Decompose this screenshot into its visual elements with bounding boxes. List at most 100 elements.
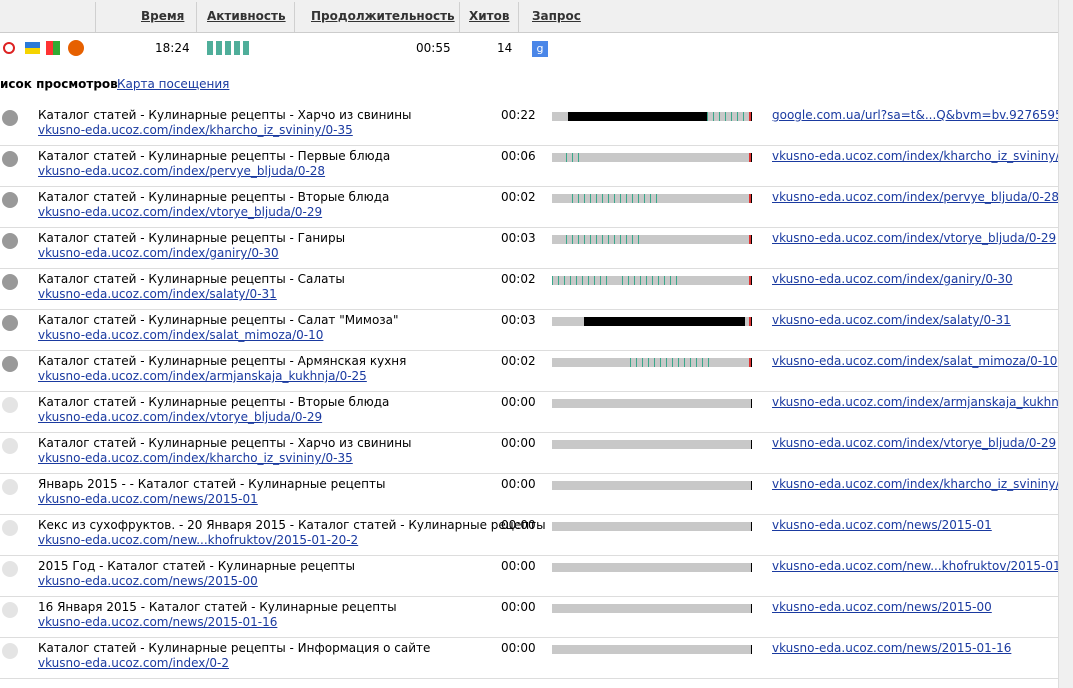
referrer[interactable]: vkusno-eda.ucoz.com/index/ganiry/0-30 — [772, 272, 1013, 286]
page-duration: 00:03 — [501, 231, 536, 245]
page-duration: 00:03 — [501, 313, 536, 327]
page-url[interactable]: vkusno-eda.ucoz.com/news/2015-00 — [38, 574, 258, 588]
search-icon — [3, 42, 15, 54]
page-duration: 00:00 — [501, 436, 536, 450]
referrer[interactable]: google.com.ua/url?sa=t&...Q&bvm=bv.92765… — [772, 108, 1073, 122]
page-duration: 00:00 — [501, 641, 536, 655]
page-title: 2015 Год - Каталог статей - Кулинарные р… — [38, 559, 355, 573]
column-header[interactable]: Продолжительность — [311, 9, 455, 23]
play-button[interactable] — [2, 110, 18, 126]
play-button[interactable] — [2, 438, 18, 454]
page-url[interactable]: vkusno-eda.ucoz.com/news/2015-01-16 — [38, 615, 278, 629]
activity-bar — [552, 645, 752, 654]
visit-hits: 14 — [497, 41, 513, 55]
page-title: Каталог статей - Кулинарные рецепты - Ха… — [38, 108, 412, 122]
page-duration: 00:02 — [501, 272, 536, 286]
referrer[interactable]: vkusno-eda.ucoz.com/index/vtorye_bljuda/… — [772, 436, 1057, 450]
play-button[interactable] — [2, 520, 18, 536]
activity-bar — [552, 522, 752, 531]
page-url[interactable]: vkusno-eda.ucoz.com/index/vtorye_bljuda/… — [38, 410, 323, 424]
tab[interactable]: Карта посещения — [117, 77, 230, 91]
play-button[interactable] — [2, 643, 18, 659]
referrer[interactable]: vkusno-eda.ucoz.com/index/kharcho_iz_svi… — [772, 149, 1073, 163]
page-row: Каталог статей - Кулинарные рецепты - Ар… — [0, 350, 1058, 392]
play-button[interactable] — [2, 192, 18, 208]
play-button[interactable] — [2, 151, 18, 167]
google-icon: g — [532, 41, 548, 57]
activity-end — [751, 153, 752, 162]
activity-end — [751, 645, 752, 654]
page-row: Каталог статей - Кулинарные рецепты - Ха… — [0, 432, 1058, 474]
page-url[interactable]: vkusno-eda.ucoz.com/new...khofruktov/201… — [38, 533, 359, 547]
page-url[interactable]: vkusno-eda.ucoz.com/index/salaty/0-31 — [38, 287, 277, 301]
page-row: Каталог статей - Кулинарные рецепты - Вт… — [0, 186, 1060, 228]
page-title: Кекс из сухофруктов. - 20 Января 2015 - … — [38, 518, 546, 532]
separator — [459, 2, 460, 32]
page-row: Кекс из сухофруктов. - 20 Января 2015 - … — [0, 514, 1058, 556]
referrer[interactable]: vkusno-eda.ucoz.com/index/vtorye_bljuda/… — [772, 231, 1057, 245]
activity-end — [751, 481, 752, 490]
referrer[interactable]: vkusno-eda.ucoz.com/news/2015-01 — [772, 518, 992, 532]
tab[interactable]: исок просмотров — [0, 77, 118, 91]
referrer[interactable]: vkusno-eda.ucoz.com/index/pervye_bljuda/… — [772, 190, 1060, 204]
visit-duration: 00:55 — [416, 41, 451, 55]
page-title: Каталог статей - Кулинарные рецепты - Са… — [38, 313, 399, 327]
page-duration: 00:00 — [501, 518, 536, 532]
page-url[interactable]: vkusno-eda.ucoz.com/news/2015-01 — [38, 492, 258, 506]
activity-bar — [552, 153, 752, 162]
page-title: Каталог статей - Кулинарные рецепты - Га… — [38, 231, 346, 245]
page-duration: 00:02 — [501, 354, 536, 368]
page-url[interactable]: vkusno-eda.ucoz.com/index/salat_mimoza/0… — [38, 328, 324, 342]
referrer[interactable]: vkusno-eda.ucoz.com/index/kharcho_iz_svi… — [772, 477, 1073, 491]
page-url[interactable]: vkusno-eda.ucoz.com/index/ganiry/0-30 — [38, 246, 279, 260]
activity-segment — [584, 317, 745, 326]
referrer[interactable]: vkusno-eda.ucoz.com/index/salat_mimoza/0… — [772, 354, 1058, 368]
page-duration: 00:22 — [501, 108, 536, 122]
activity-segment — [622, 276, 682, 285]
activity-end — [751, 399, 752, 408]
activity-bar — [552, 276, 752, 285]
page-url[interactable]: vkusno-eda.ucoz.com/index/pervye_bljuda/… — [38, 164, 326, 178]
page-url[interactable]: vkusno-eda.ucoz.com/index/armjanskaja_ku… — [38, 369, 367, 383]
header: Время Активность Продолжительность Хитов… — [0, 0, 1058, 33]
referrer[interactable]: vkusno-eda.ucoz.com/news/2015-00 — [772, 600, 992, 614]
play-button[interactable] — [2, 561, 18, 577]
page-title: Каталог статей - Кулинарные рецепты - Пе… — [38, 149, 391, 163]
column-header[interactable]: Запрос — [532, 9, 581, 23]
activity-bar — [552, 481, 752, 490]
page-title: Январь 2015 - - Каталог статей - Кулинар… — [38, 477, 386, 491]
scrollbar[interactable] — [1058, 0, 1073, 688]
play-button[interactable] — [2, 274, 18, 290]
referrer[interactable]: vkusno-eda.ucoz.com/index/salaty/0-31 — [772, 313, 1011, 327]
referrer[interactable]: vkusno-eda.ucoz.com/news/2015-01-16 — [772, 641, 1012, 655]
referrer[interactable]: vkusno-eda.ucoz.com/new...khofruktov/201… — [772, 559, 1073, 573]
page-row: Каталог статей - Кулинарные рецепты - Ин… — [0, 637, 1058, 679]
page-url[interactable]: vkusno-eda.ucoz.com/index/vtorye_bljuda/… — [38, 205, 323, 219]
page-row: Каталог статей - Кулинарные рецепты - Га… — [0, 227, 1058, 269]
play-button[interactable] — [2, 479, 18, 495]
page-url[interactable]: vkusno-eda.ucoz.com/index/0-2 — [38, 656, 230, 670]
activity-end — [751, 112, 752, 121]
referrer[interactable]: vkusno-eda.ucoz.com/index/armjanskaja_ku… — [772, 395, 1073, 409]
separator — [196, 2, 197, 32]
play-button[interactable] — [2, 233, 18, 249]
page-title: Каталог статей - Кулинарные рецепты - Са… — [38, 272, 345, 286]
play-button[interactable] — [2, 602, 18, 618]
activity-segment — [707, 112, 752, 121]
activity-bar — [552, 440, 752, 449]
page-duration: 00:00 — [501, 559, 536, 573]
column-header[interactable]: Активность — [207, 9, 286, 23]
page-url[interactable]: vkusno-eda.ucoz.com/index/kharcho_iz_svi… — [38, 123, 353, 137]
play-button[interactable] — [2, 397, 18, 413]
page-row: Каталог статей - Кулинарные рецепты - Са… — [0, 309, 1058, 351]
activity-end — [749, 194, 751, 203]
activity-bar — [552, 317, 752, 326]
play-button[interactable] — [2, 315, 18, 331]
column-header[interactable]: Хитов — [469, 9, 510, 23]
activity-segment — [566, 153, 584, 162]
column-header[interactable]: Время — [141, 9, 185, 23]
activity-end — [749, 153, 751, 162]
page-url[interactable]: vkusno-eda.ucoz.com/index/kharcho_iz_svi… — [38, 451, 353, 465]
play-button[interactable] — [2, 356, 18, 372]
